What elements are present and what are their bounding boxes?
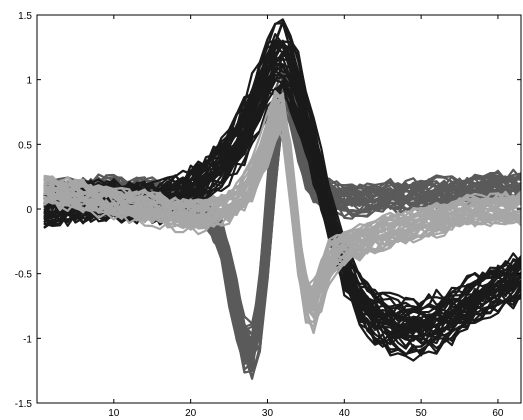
x-axis-ticks: 10 20 30 40 50 60 — [108, 15, 504, 419]
waveform-series-group — [43, 18, 521, 380]
y-axis-ticks: 1.5 1 0.5 0 -0.5 -1 -1.5 — [15, 11, 521, 410]
waveform-trace — [43, 111, 521, 319]
y-tick-label: -1 — [23, 334, 32, 345]
y-tick-label: -0.5 — [15, 270, 33, 281]
x-tick-label: 30 — [262, 408, 274, 419]
x-tick-label: 60 — [492, 408, 504, 419]
y-tick-label: 1 — [26, 76, 32, 87]
x-tick-label: 10 — [108, 408, 120, 419]
y-tick-label: 0 — [26, 205, 32, 216]
y-tick-label: -1.5 — [15, 399, 33, 410]
x-tick-label: 50 — [416, 408, 428, 419]
x-tick-label: 40 — [339, 408, 351, 419]
y-tick-label: 0.5 — [18, 140, 32, 151]
waveform-series-3 — [43, 90, 521, 335]
y-tick-label: 1.5 — [18, 11, 32, 22]
x-tick-label: 20 — [185, 408, 197, 419]
